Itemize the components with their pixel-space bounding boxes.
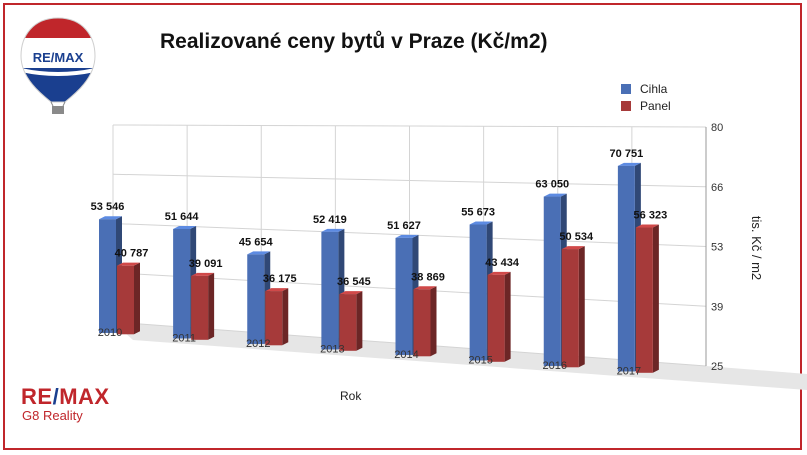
x-tick-label: 2011 <box>172 333 196 345</box>
bar-panel-top <box>191 272 215 276</box>
legend-label-cihla: Cihla <box>640 81 668 96</box>
bar-panel <box>117 265 134 335</box>
data-label-panel: 50 534 <box>559 231 594 243</box>
legend-swatch-panel <box>621 100 631 111</box>
bar-panel-side <box>356 291 363 351</box>
bar-cihla <box>173 228 191 339</box>
chart-title: Realizované ceny bytů v Praze (Kč/m2) <box>160 30 548 53</box>
bar-panel <box>413 289 431 357</box>
remax-g8-logo: RE/MAX G8 Reality <box>21 386 110 424</box>
bar-cihla <box>99 219 116 333</box>
data-label-cihla: 63 050 <box>535 179 569 191</box>
legend-item-panel: Panel <box>621 97 671 114</box>
legend-label-panel: Panel <box>640 98 671 113</box>
bar-panel-top <box>413 286 437 290</box>
bar-panel-side <box>504 271 511 362</box>
data-label-cihla: 51 644 <box>165 211 200 223</box>
data-label-panel: 40 787 <box>115 248 149 260</box>
x-tick-label: 2013 <box>320 344 344 356</box>
bar-panel <box>487 274 505 362</box>
bar-cihla-top <box>173 225 197 229</box>
x-tick-label: 2017 <box>617 366 641 378</box>
bar-panel-top <box>561 246 585 250</box>
bar-cihla-top <box>469 221 493 225</box>
data-label-cihla: 45 654 <box>239 236 274 248</box>
bar-panel-top <box>117 262 140 266</box>
x-tick-label: 2016 <box>543 360 567 372</box>
legend-item-cihla: Cihla <box>621 80 671 97</box>
bar-cihla-top <box>543 193 567 197</box>
bar-cihla <box>247 254 265 344</box>
y-tick-label: 53 <box>711 242 723 254</box>
logo-slash: / <box>52 384 60 409</box>
bar-cihla <box>395 237 413 355</box>
bar-panel-side <box>208 272 215 340</box>
bar-panel-side <box>134 262 140 335</box>
data-label-panel: 36 545 <box>337 276 371 288</box>
y-axis-label: tis. Kč / m2 <box>749 216 764 280</box>
bar-panel <box>635 227 653 373</box>
logo-re: RE <box>21 384 53 409</box>
bar-panel <box>339 294 357 351</box>
bar-panel-top <box>635 224 659 228</box>
bar-panel <box>265 291 283 346</box>
floor-shadow <box>113 322 807 390</box>
x-tick-label: 2010 <box>98 327 122 339</box>
bar-panel-side <box>282 288 289 346</box>
bar-panel <box>561 249 579 368</box>
y-tick-label: 80 <box>711 122 723 134</box>
y-tick-label: 66 <box>711 182 723 194</box>
data-label-cihla: 52 419 <box>313 214 347 226</box>
data-label-panel: 39 091 <box>189 258 223 270</box>
remax-balloon-logo: RE/MAX <box>20 17 96 114</box>
data-label-cihla: 51 627 <box>387 220 421 232</box>
data-label-panel: 56 323 <box>634 210 668 222</box>
bar-panel <box>191 275 209 340</box>
y-tick-label: 25 <box>711 361 723 373</box>
bar-panel-side <box>578 246 585 368</box>
chart-legend: Cihla Panel <box>621 80 671 114</box>
bar-cihla <box>543 196 561 366</box>
balloon-text: RE/MAX <box>33 50 84 65</box>
bar-panel-top <box>265 288 289 292</box>
logo-max: MAX <box>59 384 110 409</box>
bar-cihla <box>617 165 635 372</box>
logo-subtitle: G8 Reality <box>22 408 83 423</box>
bar-panel-top <box>487 271 511 275</box>
x-tick-label: 2015 <box>468 355 492 367</box>
bar-cihla <box>321 231 339 350</box>
bar-panel-side <box>652 224 659 373</box>
bar-cihla <box>469 224 487 361</box>
y-tick-label: 39 <box>711 301 723 313</box>
data-label-cihla: 53 546 <box>91 201 125 213</box>
bar-cihla-top <box>617 162 641 166</box>
bar-cihla-top <box>321 228 345 232</box>
data-label-cihla: 70 751 <box>610 148 644 160</box>
data-label-panel: 36 175 <box>263 273 297 285</box>
data-label-panel: 43 434 <box>485 257 520 269</box>
bar-panel-top <box>339 291 363 295</box>
bar-cihla-top <box>247 251 271 255</box>
bar-cihla-top <box>99 216 122 220</box>
data-label-panel: 38 869 <box>411 271 445 283</box>
x-tick-label: 2014 <box>394 349 418 361</box>
data-label-cihla: 55 673 <box>461 207 495 219</box>
bar-panel-side <box>430 286 437 357</box>
x-tick-label: 2012 <box>246 338 270 350</box>
legend-swatch-cihla <box>621 83 631 94</box>
x-axis-label: Rok <box>340 389 362 403</box>
logo-wordmark: RE/MAX <box>21 386 110 408</box>
bar-cihla-top <box>395 234 419 238</box>
